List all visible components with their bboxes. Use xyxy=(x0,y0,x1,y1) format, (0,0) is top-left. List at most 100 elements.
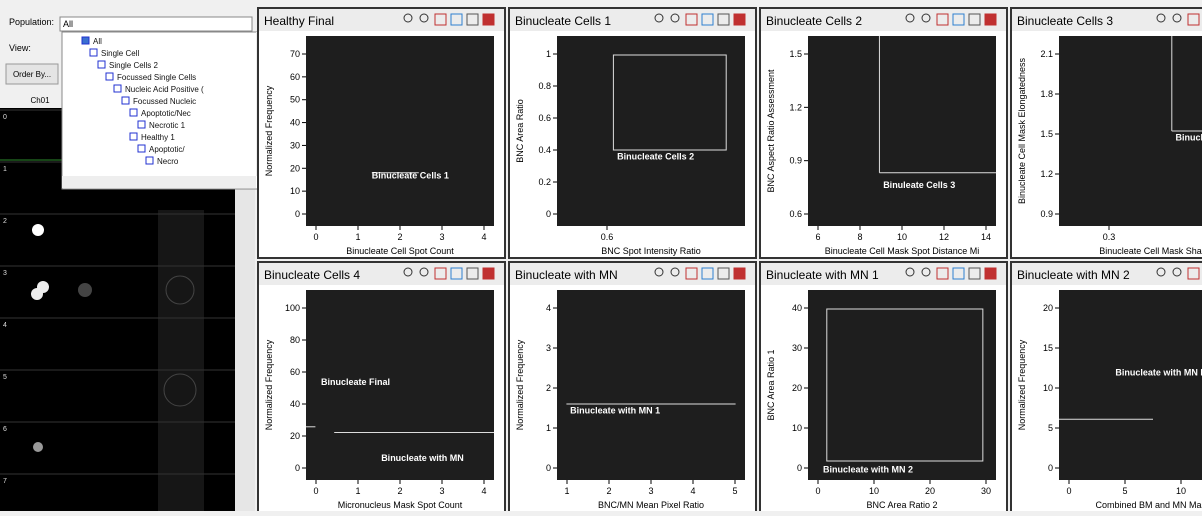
gate-label: Binucleate with MN xyxy=(381,453,464,463)
x-tick-label: 0.6 xyxy=(601,232,614,242)
y-axis-label: Normalized Frequency xyxy=(515,339,525,430)
gate-label: Binucleate with MN 2 xyxy=(823,464,913,474)
plot-area xyxy=(808,290,996,480)
gate-label: Binucleate with MN Fin xyxy=(1115,368,1202,378)
tool-icon[interactable] xyxy=(483,14,494,25)
tool-icon[interactable] xyxy=(985,268,996,279)
cell-image xyxy=(78,283,92,297)
panel-title: Binucleate Cells 3 xyxy=(1017,14,1113,28)
panel-title: Healthy Final xyxy=(264,14,334,28)
y-tick-label: 15 xyxy=(1043,343,1053,353)
y-tick-label: 3 xyxy=(546,343,551,353)
x-tick-label: 3 xyxy=(648,486,653,496)
y-axis-label: BNC Aspect Ratio Assessment xyxy=(766,69,776,193)
tree-hscroll[interactable] xyxy=(62,176,256,188)
x-tick-label: 0 xyxy=(313,232,318,242)
x-axis-label: Binucleate Cell Mask Spot Distance Mi xyxy=(825,246,980,256)
screen: Population: All View: Order By... Ch01 0… xyxy=(0,0,1202,511)
gate-label: Binucleate Cells 1 xyxy=(372,171,449,181)
x-tick-label: 3 xyxy=(439,232,444,242)
page: Population: All View: Order By... Ch01 0… xyxy=(0,0,1202,511)
plot-panel: Binucleate with MN 205101505101520Combin… xyxy=(1011,262,1202,511)
tree-node: Single Cell xyxy=(101,49,139,58)
row-number: 0 xyxy=(3,114,7,121)
x-tick-label: 5 xyxy=(1122,486,1127,496)
tree-node: Focussed Single Cells xyxy=(117,73,196,82)
population-box[interactable] xyxy=(60,17,252,31)
plot-area xyxy=(557,36,745,226)
tree-node: Necro xyxy=(157,157,179,166)
y-tick-label: 10 xyxy=(290,186,300,196)
row-number: 7 xyxy=(3,478,7,485)
x-axis-label: BNC Spot Intensity Ratio xyxy=(601,246,701,256)
y-tick-label: 0.4 xyxy=(538,145,551,155)
x-axis-label: BNC/MN Mean Pixel Ratio xyxy=(598,500,704,510)
tree-node: Necrotic 1 xyxy=(149,121,186,130)
y-tick-label: 100 xyxy=(285,303,300,313)
y-tick-label: 1 xyxy=(546,423,551,433)
y-tick-label: 10 xyxy=(792,423,802,433)
x-tick-label: 2 xyxy=(397,232,402,242)
x-tick-label: 1 xyxy=(355,486,360,496)
row-number: 2 xyxy=(3,218,7,225)
x-tick-label: 2 xyxy=(397,486,402,496)
tree-node: Single Cells 2 xyxy=(109,61,158,70)
tool-icon[interactable] xyxy=(483,268,494,279)
x-tick-label: 2 xyxy=(606,486,611,496)
x-tick-label: 10 xyxy=(869,486,879,496)
population-label: Population: xyxy=(9,17,54,27)
x-tick-label: 20 xyxy=(925,486,935,496)
x-tick-label: 5 xyxy=(732,486,737,496)
x-tick-label: 6 xyxy=(815,232,820,242)
y-tick-label: 30 xyxy=(792,343,802,353)
x-tick-label: 8 xyxy=(857,232,862,242)
x-axis-label: Binucleate Cell Spot Count xyxy=(346,246,454,256)
x-tick-label: 4 xyxy=(690,486,695,496)
y-tick-label: 20 xyxy=(290,163,300,173)
panel-title: Binucleate with MN 2 xyxy=(1017,268,1130,282)
y-tick-label: 0.6 xyxy=(789,209,802,219)
x-tick-label: 10 xyxy=(1176,486,1186,496)
y-tick-label: 60 xyxy=(290,72,300,82)
x-tick-label: 0 xyxy=(815,486,820,496)
y-tick-label: 0 xyxy=(295,463,300,473)
y-tick-label: 0 xyxy=(546,209,551,219)
y-axis-label: Binucleate Cell Mask Elongatedness xyxy=(1017,57,1027,204)
cell-image xyxy=(32,224,44,236)
row-number: 4 xyxy=(3,322,7,329)
tree-node: Healthy 1 xyxy=(141,133,175,142)
x-tick-label: 14 xyxy=(981,232,991,242)
y-tick-label: 50 xyxy=(290,95,300,105)
tool-icon[interactable] xyxy=(985,14,996,25)
x-tick-label: 4 xyxy=(481,486,486,496)
y-axis-label: BNC Area Ratio xyxy=(515,99,525,163)
y-tick-label: 0.9 xyxy=(1040,209,1053,219)
x-tick-label: 4 xyxy=(481,232,486,242)
gate-label: Binuleate Cells 3 xyxy=(883,180,955,190)
gate-label: Binucleate Cells 2 xyxy=(617,152,694,162)
panel-title: Binucleate Cells 1 xyxy=(515,14,611,28)
panel-title: Binucleate Cells 4 xyxy=(264,268,360,282)
x-tick-label: 0 xyxy=(313,486,318,496)
y-tick-label: 40 xyxy=(792,303,802,313)
panel-title: Binucleate with MN xyxy=(515,268,618,282)
y-tick-label: 0.8 xyxy=(538,81,551,91)
y-axis-label: Normalized Frequency xyxy=(264,339,274,430)
tree-node: All xyxy=(93,37,102,46)
x-tick-label: 10 xyxy=(897,232,907,242)
y-tick-label: 2.1 xyxy=(1040,49,1053,59)
tool-icon[interactable] xyxy=(734,268,745,279)
y-tick-label: 0.6 xyxy=(538,113,551,123)
plot-area xyxy=(557,290,745,480)
x-axis-label: Binucleate Cell Mask Shap xyxy=(1099,246,1202,256)
x-axis-label: Micronucleus Mask Spot Count xyxy=(338,500,463,510)
gate-label: Binucleate Final xyxy=(321,377,390,387)
x-tick-label: 0.3 xyxy=(1103,232,1116,242)
y-tick-label: 80 xyxy=(290,335,300,345)
row-number: 6 xyxy=(3,426,7,433)
tool-icon[interactable] xyxy=(734,14,745,25)
cell-image xyxy=(33,442,43,452)
